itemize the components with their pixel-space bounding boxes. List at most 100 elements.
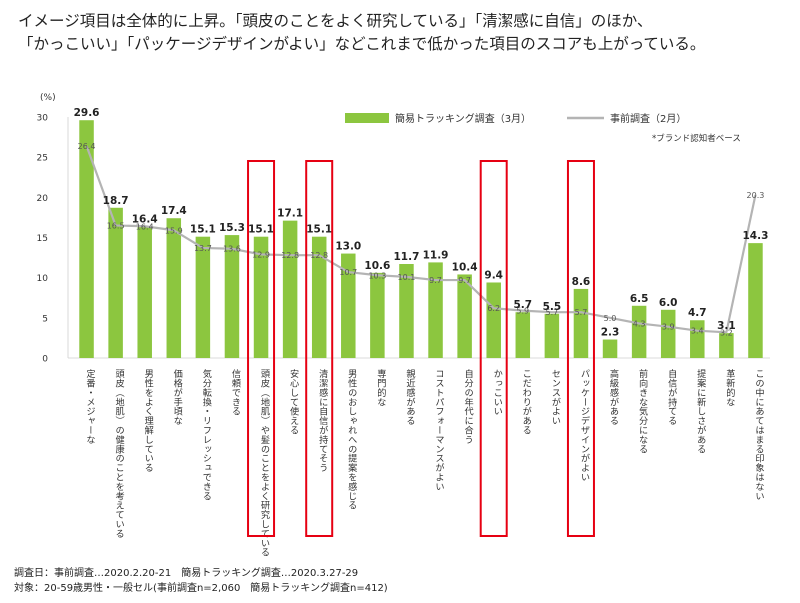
line-data-label: 9.7 — [458, 276, 471, 285]
line-data-label: 12.8 — [281, 251, 299, 260]
bar — [748, 243, 763, 358]
bar-data-label: 11.9 — [423, 249, 449, 261]
category-label: 男性をよく理解している — [142, 369, 154, 472]
line-data-label: 5.9 — [516, 307, 529, 316]
line-data-label: 15.9 — [165, 226, 183, 235]
bar-data-label: 17.1 — [277, 208, 303, 220]
line-data-label: 6.2 — [487, 304, 500, 313]
legend-label-line: 事前調査（2月） — [610, 112, 686, 125]
line-data-label: 16.5 — [107, 221, 125, 230]
bar — [631, 305, 647, 358]
series-line-feb — [85, 145, 757, 334]
category-label: 頭皮（地肌）の健康のことを考えている — [113, 369, 125, 538]
bar-data-label: 6.0 — [659, 297, 678, 309]
bar — [719, 333, 734, 358]
highlight-box — [479, 160, 508, 537]
category-label: この中にあてはまる印象はない — [753, 369, 765, 501]
category-label: 男性のおしゃれへの提案を感じる — [346, 369, 358, 510]
line-data-label: 13.7 — [194, 244, 212, 253]
line-data-label: 9.7 — [429, 276, 442, 285]
bar-data-label: 16.4 — [132, 213, 158, 225]
line-data-label: 16.4 — [136, 222, 154, 231]
category-label: 高級感がある — [608, 368, 620, 425]
y-tick-label: 10 — [37, 274, 49, 284]
bar-data-label: 6.5 — [630, 293, 649, 305]
bar-data-label: 3.1 — [717, 320, 736, 332]
category-label: 定番・メジャーな — [84, 368, 96, 444]
bar-data-label: 29.6 — [74, 107, 100, 119]
bar — [311, 236, 327, 358]
category-label: センスがよい — [549, 369, 561, 425]
headline-line-2: 「かっこいい」「パッケージデザインがよい」などこれまで低かった項目のスコアも上が… — [18, 35, 706, 53]
line-data-label: 20.3 — [747, 191, 765, 200]
category-label: 専門的な — [375, 368, 387, 407]
bar — [486, 282, 501, 358]
category-label: 気分転換・リフレッシュできる — [200, 368, 212, 501]
category-label: 頭皮（地肌）や髪のことをよく研究している — [259, 369, 271, 557]
bar-data-label: 5.7 — [513, 299, 532, 311]
bar — [224, 235, 240, 358]
bar — [660, 309, 676, 358]
highlight-box — [247, 160, 276, 537]
bar — [137, 226, 152, 358]
category-label: 自分の年代に合う — [462, 368, 474, 444]
bar — [428, 262, 443, 358]
footer-target: 対象：20-59歳男性・一般セル(事前調査n=2,060 簡易トラッキング調査n… — [14, 583, 388, 594]
bar — [341, 253, 356, 358]
bar — [253, 236, 269, 358]
bar — [544, 313, 560, 358]
category-label: 前向きな気分になる — [637, 368, 649, 454]
footer-survey-dates: 調査日：事前調査…2020.2.20-21 簡易トラッキング調査…2020.3.… — [14, 568, 359, 579]
highlight-box — [305, 160, 334, 537]
y-tick-label: 20 — [37, 194, 49, 204]
bar-data-label: 9.4 — [484, 269, 503, 281]
bar-data-label: 2.3 — [601, 327, 620, 339]
bar — [79, 120, 94, 358]
category-label: 価格が手頃な — [171, 368, 183, 425]
legend-label-bar: 簡易トラッキング調査（3月） — [395, 112, 531, 125]
base-note: *ブランド認知者ベース — [652, 133, 741, 144]
bar-data-label: 15.1 — [248, 224, 274, 236]
y-tick-label: 15 — [37, 234, 48, 244]
headline-line-1: イメージ項目は全体的に上昇。「頭皮のことをよく研究している」「清潔感に自信」のほ… — [18, 12, 653, 30]
line-data-label: 3.9 — [662, 323, 675, 332]
bar — [399, 264, 414, 358]
bar-data-label: 8.6 — [572, 276, 591, 288]
line-data-label: 5.7 — [575, 308, 588, 317]
category-label: 親近感がある — [404, 368, 416, 425]
line-data-label: 12.9 — [252, 250, 270, 259]
y-tick-label: 30 — [37, 114, 49, 124]
y-tick-label: 0 — [42, 355, 48, 365]
category-label: 自信が持てる — [666, 368, 678, 425]
line-data-label: 10.7 — [339, 268, 357, 277]
bar-data-label: 15.1 — [190, 224, 216, 236]
highlight-box — [566, 160, 595, 537]
bar-data-label: 10.6 — [364, 260, 390, 272]
bar-data-label: 13.0 — [335, 241, 361, 253]
line-data-label: 3.2 — [720, 328, 733, 337]
line-data-label: 5.7 — [546, 308, 559, 317]
bar-data-label: 11.7 — [393, 251, 419, 263]
legend-swatch-bar — [345, 113, 389, 123]
line-data-label: 10.1 — [398, 273, 416, 282]
bar-data-label: 18.7 — [103, 195, 129, 207]
line-data-label: 13.6 — [223, 245, 241, 254]
bar-data-label: 10.4 — [452, 261, 478, 273]
category-label: 提案に新しさがある — [695, 369, 707, 454]
bar — [370, 272, 385, 358]
line-data-label: 12.8 — [310, 251, 328, 260]
bar-data-label: 15.1 — [306, 224, 332, 236]
bar — [457, 274, 472, 358]
bar — [602, 339, 618, 358]
line-data-label: 10.3 — [368, 271, 386, 280]
bar — [108, 207, 123, 358]
bar — [573, 288, 589, 358]
category-label: 安心して使える — [288, 368, 300, 435]
bar — [195, 236, 211, 358]
category-label: かっこいい — [491, 369, 503, 416]
headline: イメージ項目は全体的に上昇。「頭皮のことをよく研究している」「清潔感に自信」のほ… — [18, 10, 788, 56]
bar — [515, 312, 531, 358]
y-tick-label: 5 — [42, 314, 48, 324]
category-label: コストパフォーマンスがよい — [433, 369, 445, 491]
